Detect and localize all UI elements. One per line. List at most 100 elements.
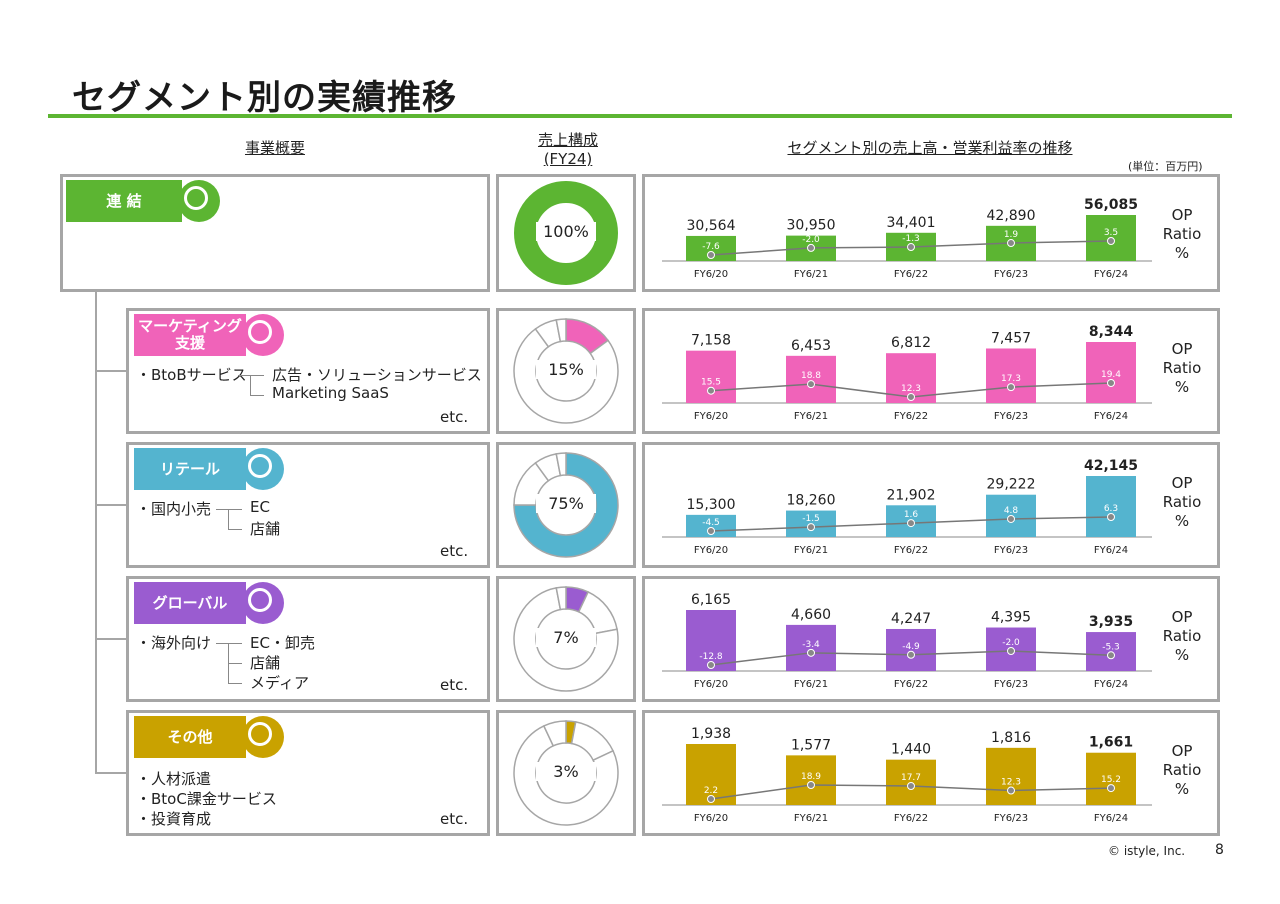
x-tick-label: FY6/22 — [894, 269, 928, 280]
donut-slice-other — [555, 452, 567, 477]
sales-value-label: 6,812 — [891, 335, 931, 351]
op-ratio-label: -3.4 — [802, 640, 820, 650]
segment-desc-item: ・投資育成 — [136, 810, 212, 828]
op-ratio-label: 19.4 — [1101, 370, 1121, 380]
donut-slice-other — [555, 318, 567, 343]
sales-bar — [786, 755, 836, 805]
sales-bar — [686, 514, 736, 537]
sales-value-label: 1,938 — [691, 726, 731, 742]
op-ratio-point — [707, 527, 715, 535]
op-ratio-legend: OP Ratio% — [1160, 206, 1204, 263]
op-ratio-point — [807, 781, 815, 789]
sales-mix-percent: 100% — [536, 222, 596, 241]
segment-desc-subitem: 店舗 — [250, 520, 281, 538]
sales-value-label: 1,440 — [891, 742, 931, 758]
x-tick-label: FY6/23 — [994, 679, 1028, 690]
sales-value-label: 21,902 — [887, 487, 936, 503]
sales-value-label: 8,344 — [1089, 324, 1134, 340]
x-tick-label: FY6/21 — [794, 679, 828, 690]
x-tick-label: FY6/20 — [694, 813, 728, 824]
x-tick-label: FY6/23 — [994, 269, 1028, 280]
op-ratio-label: 3.5 — [1104, 228, 1118, 238]
x-tick-label: FY6/21 — [794, 269, 828, 280]
sales-value-label: 29,222 — [987, 477, 1036, 493]
trend-chart: 1,938 FY6/20 1,577 FY6/21 1,440 FY6/22 1,816 FY… — [662, 726, 1152, 824]
sales-value-label: 30,950 — [787, 218, 836, 234]
bracket-line — [228, 683, 242, 684]
copyright: © istyle, Inc. — [1108, 844, 1186, 858]
op-ratio-legend-line2: Ratio — [1162, 761, 1202, 779]
sales-mix-header-line1: 売上構成 — [537, 131, 598, 149]
bracket-line — [250, 375, 251, 395]
op-ratio-label: -7.6 — [702, 242, 720, 252]
segment-overview-box — [126, 710, 490, 836]
op-ratio-legend-line2: Ratio — [1162, 225, 1202, 243]
bracket-line — [238, 375, 264, 376]
op-ratio-label: 15.2 — [1101, 775, 1121, 785]
op-ratio-point — [907, 650, 915, 659]
op-ratio-point — [1107, 379, 1115, 387]
op-ratio-point — [907, 782, 915, 791]
sales-mix-header: 売上構成 (FY24) — [508, 131, 628, 169]
op-ratio-legend-line3: % — [1174, 646, 1190, 664]
op-ratio-legend-line1: OP — [1171, 608, 1193, 626]
page-title: セグメント別の実績推移 — [72, 78, 457, 118]
sales-bar — [1086, 342, 1136, 403]
sales-mix-header-line2: (FY24) — [543, 150, 593, 168]
x-tick-label: FY6/23 — [994, 813, 1028, 824]
x-tick-label: FY6/20 — [694, 269, 728, 280]
donut-slice-other — [513, 724, 619, 826]
donut-slice-other — [513, 327, 619, 424]
op-ratio-label: 15.5 — [701, 378, 721, 388]
segment-desc-item: ・国内小売 — [136, 500, 212, 518]
segment-desc-subitem: EC・卸売 — [250, 634, 315, 652]
sales-value-label: 4,660 — [791, 607, 831, 623]
etc-label: etc. — [440, 676, 469, 694]
sales-bar — [786, 355, 836, 403]
sales-mix-percent: 15% — [536, 360, 596, 379]
op-ratio-label: -1.3 — [902, 234, 920, 244]
segment-tag-label: 連 結 — [106, 191, 142, 210]
segment-desc-subitem: メディア — [250, 674, 309, 692]
op-ratio-point — [707, 795, 715, 803]
x-tick-label: FY6/23 — [994, 545, 1028, 556]
op-ratio-legend: OP Ratio% — [1160, 474, 1204, 531]
segment-desc-subitem: 広告・ソリューションサービス — [272, 366, 482, 384]
tree-branch — [95, 504, 128, 506]
sales-value-label: 34,401 — [887, 215, 936, 231]
x-tick-label: FY6/20 — [694, 411, 728, 422]
segment-ring-icon — [242, 716, 284, 758]
sales-mix-percent: 7% — [536, 628, 596, 647]
op-ratio-point — [1107, 513, 1115, 521]
x-tick-label: FY6/23 — [994, 411, 1028, 422]
op-ratio-legend-line1: OP — [1171, 742, 1193, 760]
op-ratio-legend: OP Ratio% — [1160, 608, 1204, 665]
sales-value-label: 42,890 — [987, 208, 1036, 224]
x-tick-label: FY6/20 — [694, 545, 728, 556]
title-underline — [48, 114, 1232, 118]
etc-label: etc. — [440, 542, 469, 560]
overview-header: 事業概要 — [244, 139, 305, 157]
sales-mix-donut — [512, 585, 620, 693]
op-ratio-point — [907, 519, 915, 528]
x-tick-label: FY6/22 — [894, 411, 928, 422]
etc-label: etc. — [440, 408, 469, 426]
donut-slice-other — [555, 586, 567, 611]
sales-mix-donut — [512, 719, 620, 827]
segment-ring-icon — [242, 448, 284, 490]
op-ratio-point — [707, 386, 715, 395]
op-ratio-point — [807, 243, 815, 252]
op-ratio-label: 18.9 — [801, 772, 821, 782]
op-ratio-label: 6.3 — [1104, 504, 1118, 514]
op-ratio-point — [1007, 514, 1015, 523]
op-ratio-label: 17.7 — [901, 773, 921, 783]
x-tick-label: FY6/22 — [894, 679, 928, 690]
segment-tag-label: その他 — [167, 727, 213, 746]
segment-desc-item: ・BtoBサービス — [136, 366, 247, 384]
op-ratio-label: -2.0 — [802, 235, 820, 245]
segment-ring-icon — [178, 180, 220, 222]
op-ratio-label: -5.3 — [1102, 642, 1120, 652]
sales-value-label: 56,085 — [1084, 197, 1138, 213]
op-ratio-point — [1107, 237, 1115, 245]
op-ratio-point — [907, 393, 915, 401]
